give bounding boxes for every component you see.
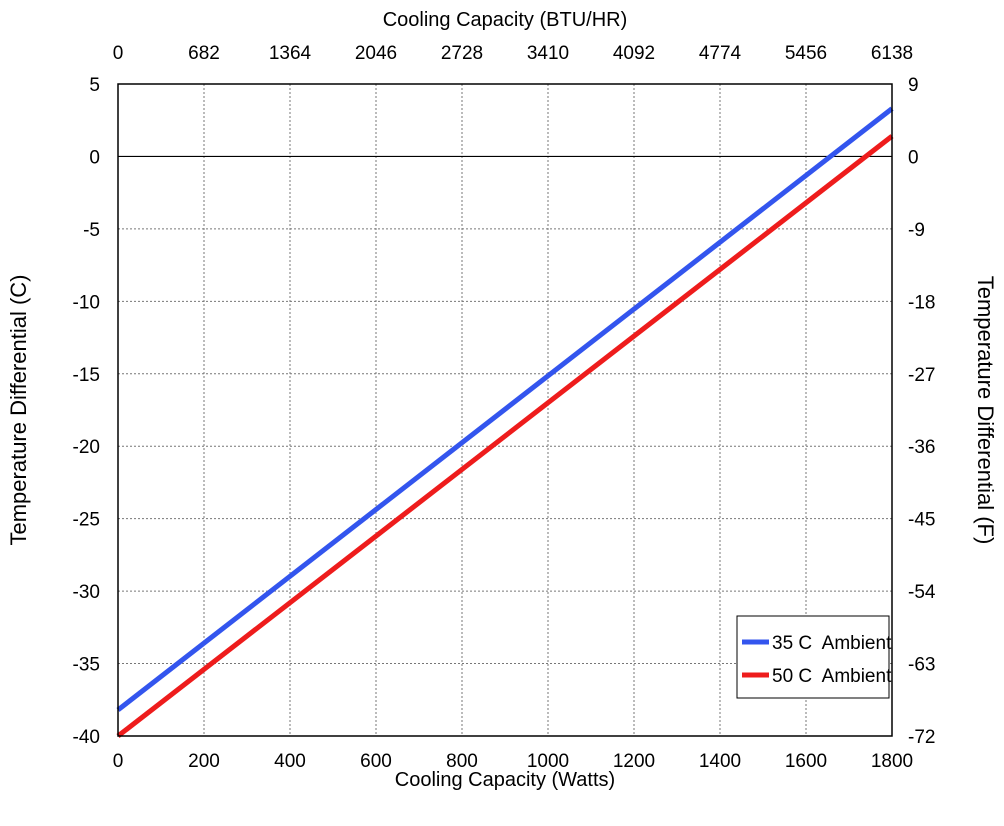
y2-tick-label: -45 (908, 510, 935, 531)
y2-tick-label: 9 (908, 75, 919, 96)
y2-tick-label: -54 (908, 582, 936, 603)
x2-axis-title: Cooling Capacity (BTU/HR) (383, 9, 628, 31)
x2-tick-label: 0 (113, 43, 124, 64)
y2-tick-label: -72 (908, 727, 935, 748)
x-tick-label: 400 (274, 751, 306, 772)
legend-box (736, 615, 890, 699)
x-tick-label: 1400 (699, 751, 741, 772)
y2-tick-label: -9 (908, 220, 925, 241)
x2-tick-label: 6138 (871, 43, 913, 64)
y-tick-label: -40 (73, 727, 100, 748)
y-axis-title: Temperature Differential (C) (6, 274, 31, 545)
x2-tick-label: 1364 (269, 43, 312, 64)
series-lines (116, 106, 894, 738)
y2-tick-label: 0 (908, 147, 919, 168)
y-tick-label: -35 (73, 655, 100, 676)
y-tick-label: -20 (73, 437, 100, 458)
x-axis-title: Cooling Capacity (Watts) (395, 769, 615, 791)
legend-label-50c: 50 C Ambient (772, 666, 892, 687)
x-tick-label: 200 (188, 751, 220, 772)
legend: 35 C Ambient 50 C Ambient (736, 615, 892, 699)
y2-tick-label: -63 (908, 655, 935, 676)
y-tick-label: 0 (89, 147, 100, 168)
y2-axis-title: Temperature Differential (F) (973, 276, 998, 545)
x2-tick-label: 682 (188, 43, 220, 64)
x-tick-label: 0 (113, 751, 124, 772)
series-line-50c (116, 134, 894, 738)
x2-tick-label: 4092 (613, 43, 655, 64)
x2-tick-label: 5456 (785, 43, 827, 64)
grid (118, 84, 892, 736)
x-tick-label: 1000 (527, 751, 569, 772)
y2-tick-label: -36 (908, 437, 935, 458)
tick-labels: 0 0 200 682 400 1364 600 2046 800 2728 1000 3410 120… (73, 43, 936, 772)
y-tick-label: -30 (73, 582, 100, 603)
x2-tick-label: 2046 (355, 43, 397, 64)
series-line-35c (116, 106, 894, 712)
plot-frame (117, 83, 893, 737)
y-tick-label: -5 (83, 220, 100, 241)
y2-tick-label: -27 (908, 365, 935, 386)
y2-tick-label: -18 (908, 292, 935, 313)
x-tick-label: 600 (360, 751, 392, 772)
x-tick-label: 800 (446, 751, 478, 772)
x-tick-label: 1600 (785, 751, 827, 772)
y-tick-label: -10 (73, 292, 100, 313)
x-tick-label: 1200 (613, 751, 655, 772)
y-tick-label: -15 (73, 365, 100, 386)
x2-tick-label: 2728 (441, 43, 483, 64)
x-tick-label: 1800 (871, 751, 913, 772)
x2-tick-label: 4774 (699, 43, 742, 64)
legend-label-35c: 35 C Ambient (772, 633, 892, 654)
y-tick-label: -25 (73, 510, 100, 531)
y-tick-label: 5 (89, 75, 100, 96)
x2-tick-label: 3410 (527, 43, 569, 64)
